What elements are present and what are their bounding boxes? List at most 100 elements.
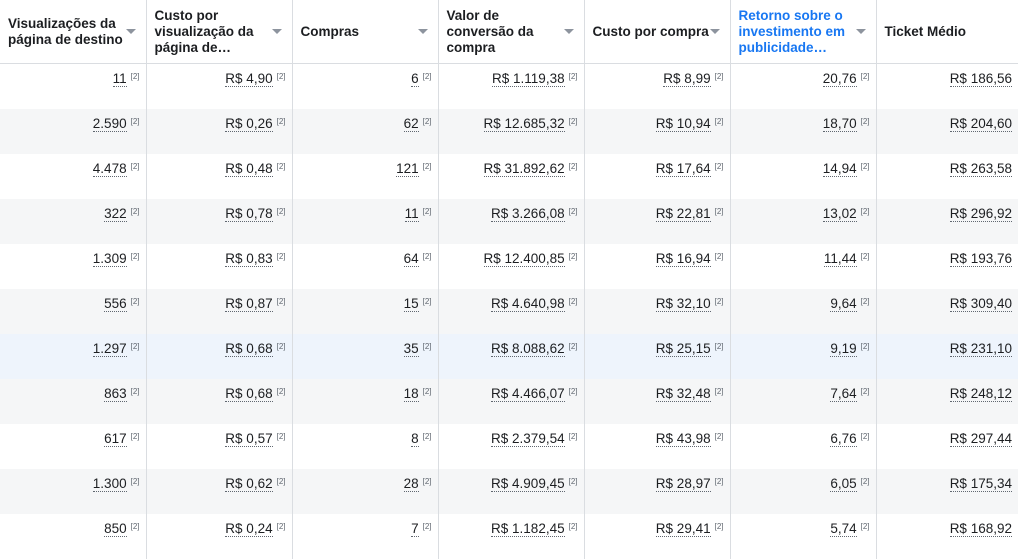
footnote-marker[interactable]: [2] — [277, 252, 286, 262]
metric-value[interactable]: R$ 4.466,07 — [491, 387, 565, 402]
metric-value[interactable]: 2.590 — [93, 117, 127, 132]
metric-value[interactable]: 18 — [404, 387, 419, 402]
footnote-marker[interactable]: [2] — [277, 477, 286, 487]
metric-value[interactable]: 322 — [104, 207, 127, 222]
metric-value[interactable]: R$ 297,44 — [950, 432, 1012, 447]
metric-value[interactable]: R$ 0,68 — [225, 387, 272, 402]
footnote-marker[interactable]: [2] — [715, 477, 724, 487]
column-header-landing-page-views[interactable]: Visualizações da página de destino — [0, 0, 146, 64]
metric-value[interactable]: R$ 168,92 — [950, 522, 1012, 537]
column-header-average-ticket[interactable]: Ticket Médio — [876, 0, 1018, 64]
metric-value[interactable]: R$ 231,10 — [950, 342, 1012, 357]
footnote-marker[interactable]: [2] — [569, 432, 578, 442]
column-header-purchases[interactable]: Compras — [292, 0, 438, 64]
footnote-marker[interactable]: [2] — [569, 207, 578, 217]
metric-value[interactable]: R$ 0,57 — [225, 432, 272, 447]
metric-value[interactable]: 1.297 — [93, 342, 127, 357]
metric-value[interactable]: R$ 43,98 — [656, 432, 711, 447]
footnote-marker[interactable]: [2] — [423, 117, 432, 127]
sort-caret-icon[interactable] — [856, 29, 866, 34]
metric-value[interactable]: R$ 186,56 — [950, 72, 1012, 87]
metric-value[interactable]: R$ 296,92 — [950, 207, 1012, 222]
metric-value[interactable]: R$ 17,64 — [656, 162, 711, 177]
metric-value[interactable]: 4.478 — [93, 162, 127, 177]
footnote-marker[interactable]: [2] — [277, 342, 286, 352]
metric-value[interactable]: R$ 193,76 — [950, 252, 1012, 267]
metric-value[interactable]: R$ 4.909,45 — [491, 477, 565, 492]
column-header-cost-per-purchase[interactable]: Custo por compra — [584, 0, 730, 64]
metric-value[interactable]: R$ 0,48 — [225, 162, 272, 177]
metric-value[interactable]: R$ 31.892,62 — [484, 162, 565, 177]
metric-value[interactable]: 9,64 — [830, 297, 856, 312]
metric-value[interactable]: R$ 175,34 — [950, 477, 1012, 492]
footnote-marker[interactable]: [2] — [715, 162, 724, 172]
footnote-marker[interactable]: [2] — [715, 342, 724, 352]
metric-value[interactable]: 64 — [404, 252, 419, 267]
metric-value[interactable]: R$ 0,83 — [225, 252, 272, 267]
metric-value[interactable]: 7,64 — [830, 387, 856, 402]
footnote-marker[interactable]: [2] — [861, 387, 870, 397]
metric-value[interactable]: 13,02 — [823, 207, 857, 222]
footnote-marker[interactable]: [2] — [131, 297, 140, 307]
metric-value[interactable]: 18,70 — [823, 117, 857, 132]
metric-value[interactable]: 35 — [404, 342, 419, 357]
metric-value[interactable]: R$ 12.685,32 — [484, 117, 565, 132]
metric-value[interactable]: R$ 1.182,45 — [491, 522, 565, 537]
metric-value[interactable]: 11,44 — [824, 252, 857, 267]
footnote-marker[interactable]: [2] — [569, 162, 578, 172]
footnote-marker[interactable]: [2] — [861, 522, 870, 532]
metric-value[interactable]: 7 — [411, 522, 419, 537]
metric-value[interactable]: R$ 8.088,62 — [491, 342, 565, 357]
footnote-marker[interactable]: [2] — [715, 207, 724, 217]
footnote-marker[interactable]: [2] — [131, 342, 140, 352]
footnote-marker[interactable]: [2] — [131, 117, 140, 127]
metric-value[interactable]: 62 — [404, 117, 419, 132]
metric-value[interactable]: R$ 22,81 — [656, 207, 711, 222]
metric-value[interactable]: 6 — [411, 72, 419, 87]
footnote-marker[interactable]: [2] — [423, 522, 432, 532]
metric-value[interactable]: R$ 28,97 — [656, 477, 711, 492]
footnote-marker[interactable]: [2] — [715, 522, 724, 532]
metric-value[interactable]: R$ 0,68 — [225, 342, 272, 357]
footnote-marker[interactable]: [2] — [423, 342, 432, 352]
footnote-marker[interactable]: [2] — [277, 72, 286, 82]
metric-value[interactable]: R$ 32,10 — [656, 297, 711, 312]
footnote-marker[interactable]: [2] — [131, 432, 140, 442]
metric-value[interactable]: 6,76 — [830, 432, 856, 447]
footnote-marker[interactable]: [2] — [861, 72, 870, 82]
sort-caret-icon[interactable] — [564, 29, 574, 34]
metric-value[interactable]: R$ 2.379,54 — [491, 432, 565, 447]
footnote-marker[interactable]: [2] — [131, 162, 140, 172]
footnote-marker[interactable]: [2] — [423, 432, 432, 442]
footnote-marker[interactable]: [2] — [423, 387, 432, 397]
footnote-marker[interactable]: [2] — [131, 72, 140, 82]
metric-value[interactable]: R$ 4,90 — [225, 72, 272, 87]
footnote-marker[interactable]: [2] — [423, 297, 432, 307]
footnote-marker[interactable]: [2] — [569, 387, 578, 397]
metric-value[interactable]: R$ 0,24 — [225, 522, 272, 537]
footnote-marker[interactable]: [2] — [569, 342, 578, 352]
column-header-purchase-conversion-value[interactable]: Valor de conversão da compra — [438, 0, 584, 64]
footnote-marker[interactable]: [2] — [569, 297, 578, 307]
metric-value[interactable]: R$ 204,60 — [950, 117, 1012, 132]
metric-value[interactable]: 20,76 — [823, 72, 857, 87]
footnote-marker[interactable]: [2] — [277, 207, 286, 217]
metric-value[interactable]: 11 — [405, 207, 419, 222]
footnote-marker[interactable]: [2] — [277, 522, 286, 532]
footnote-marker[interactable]: [2] — [131, 387, 140, 397]
metric-value[interactable]: R$ 12.400,85 — [484, 252, 565, 267]
footnote-marker[interactable]: [2] — [277, 297, 286, 307]
footnote-marker[interactable]: [2] — [277, 117, 286, 127]
metric-value[interactable]: R$ 3.266,08 — [491, 207, 565, 222]
footnote-marker[interactable]: [2] — [277, 432, 286, 442]
footnote-marker[interactable]: [2] — [131, 522, 140, 532]
footnote-marker[interactable]: [2] — [861, 477, 870, 487]
sort-caret-icon[interactable] — [710, 29, 720, 34]
footnote-marker[interactable]: [2] — [423, 252, 432, 262]
footnote-marker[interactable]: [2] — [861, 207, 870, 217]
metric-value[interactable]: 6,05 — [830, 477, 856, 492]
metric-value[interactable]: R$ 248,12 — [950, 387, 1012, 402]
metric-value[interactable]: 617 — [104, 432, 127, 447]
metric-value[interactable]: R$ 10,94 — [656, 117, 711, 132]
sort-caret-icon[interactable] — [126, 29, 136, 34]
